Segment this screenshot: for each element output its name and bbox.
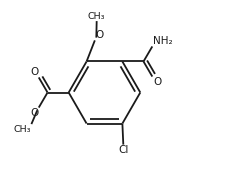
Text: O: O — [30, 108, 38, 118]
Text: CH₃: CH₃ — [88, 11, 105, 21]
Text: O: O — [153, 77, 161, 87]
Text: NH₂: NH₂ — [153, 36, 173, 46]
Text: O: O — [95, 30, 104, 40]
Text: O: O — [30, 67, 38, 77]
Text: CH₃: CH₃ — [14, 125, 31, 134]
Text: Cl: Cl — [118, 145, 128, 155]
